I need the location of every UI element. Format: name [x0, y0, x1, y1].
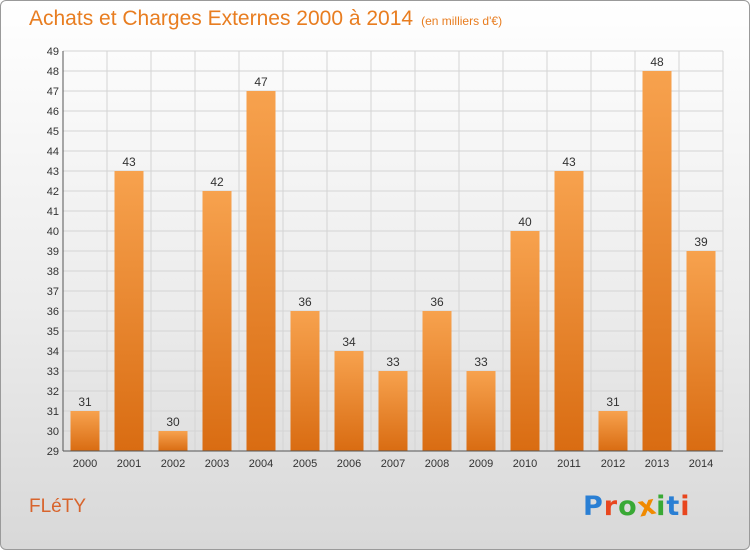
y-tick-label: 47: [47, 86, 59, 98]
y-tick-label: 44: [47, 146, 59, 158]
x-tick-label: 2003: [205, 458, 229, 470]
bar[interactable]: [642, 71, 672, 451]
bar[interactable]: [378, 371, 408, 451]
logo-letter: i: [680, 491, 691, 522]
y-tick-label: 35: [47, 326, 59, 338]
x-tick-label: 2013: [645, 458, 669, 470]
logo-letter: t: [666, 491, 681, 522]
bar[interactable]: [686, 251, 716, 451]
data-label: 47: [254, 75, 268, 89]
logo-letter: o: [618, 491, 638, 522]
data-label: 31: [78, 395, 92, 409]
y-tick-label: 39: [47, 246, 59, 258]
y-tick-label: 32: [47, 386, 59, 398]
bar[interactable]: [422, 311, 452, 451]
proxiti-logo[interactable]: Proxiti: [583, 489, 691, 523]
bar[interactable]: [158, 431, 188, 451]
y-tick-label: 42: [47, 186, 59, 198]
x-tick-label: 2006: [337, 458, 361, 470]
y-tick-label: 38: [47, 266, 59, 278]
y-tick-label: 34: [47, 346, 59, 358]
bar[interactable]: [598, 411, 628, 451]
bar[interactable]: [202, 191, 232, 451]
bar[interactable]: [246, 91, 276, 451]
data-label: 48: [650, 55, 664, 69]
y-tick-label: 36: [47, 306, 59, 318]
data-label: 42: [210, 175, 224, 189]
chart-title: Achats et Charges Externes 2000 à 2014 (e…: [29, 7, 502, 31]
x-tick-label: 2007: [381, 458, 405, 470]
bar[interactable]: [466, 371, 496, 451]
bar[interactable]: [290, 311, 320, 451]
data-label: 43: [562, 155, 576, 169]
y-tick-label: 31: [47, 406, 59, 418]
x-tick-label: 2011: [557, 458, 581, 470]
x-tick-label: 2000: [73, 458, 97, 470]
logo-letter: i: [656, 491, 667, 522]
y-tick-label: 40: [47, 226, 59, 238]
y-tick-label: 41: [47, 206, 59, 218]
y-tick-label: 48: [47, 66, 59, 78]
logo-letter: P: [583, 491, 604, 522]
data-label: 40: [518, 215, 532, 229]
data-label: 39: [694, 235, 708, 249]
axes: 29 30 31 32 33 34 35 36 37 38 39 40 41 42 43 44 45 46 47 48…: [47, 46, 723, 470]
data-label: 33: [474, 355, 488, 369]
bar[interactable]: [334, 351, 364, 451]
x-tick-label: 2001: [117, 458, 141, 470]
x-tick-label: 2004: [249, 458, 273, 470]
data-label: 36: [430, 295, 444, 309]
y-tick-label: 30: [47, 426, 59, 438]
y-tick-label: 33: [47, 366, 59, 378]
data-label: 30: [166, 415, 180, 429]
x-tick-label: 2002: [161, 458, 185, 470]
y-tick-label: 49: [47, 46, 59, 58]
y-tick-label: 37: [47, 286, 59, 298]
x-tick-label: 2009: [469, 458, 493, 470]
x-tick-label: 2010: [513, 458, 537, 470]
bar[interactable]: [510, 231, 540, 451]
y-tick-label: 43: [47, 166, 59, 178]
x-tick-label: 2012: [601, 458, 625, 470]
chart-subtitle: (en milliers d'€): [421, 14, 503, 28]
y-tick-label: 45: [47, 126, 59, 138]
title-text: Achats et Charges Externes 2000 à 2014: [29, 7, 414, 30]
bar[interactable]: [114, 171, 144, 451]
bar[interactable]: [554, 171, 584, 451]
x-tick-label: 2008: [425, 458, 449, 470]
bars: [70, 71, 716, 451]
y-tick-label: 46: [47, 106, 59, 118]
x-tick-label: 2014: [689, 458, 713, 470]
x-tick-label: 2005: [293, 458, 317, 470]
data-label: 36: [298, 295, 312, 309]
logo-letter: r: [603, 491, 619, 522]
data-label: 43: [122, 155, 136, 169]
data-label: 34: [342, 335, 356, 349]
bar[interactable]: [70, 411, 100, 451]
y-tick-label: 29: [47, 446, 59, 458]
commune-name: FLéTY: [29, 496, 87, 517]
data-label: 33: [386, 355, 400, 369]
data-label: 31: [606, 395, 620, 409]
